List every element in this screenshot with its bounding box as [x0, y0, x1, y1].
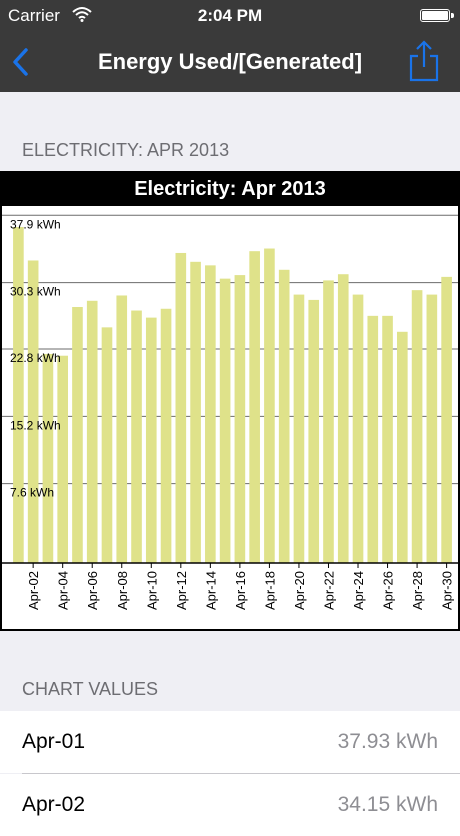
- x-tick-label: Apr-08: [115, 571, 130, 610]
- row-label: Apr-02: [22, 793, 86, 816]
- bar-apr-22: [323, 280, 334, 563]
- bar-apr-11: [160, 308, 172, 563]
- wifi-icon: [72, 6, 92, 26]
- bar-apr-18: [264, 248, 275, 563]
- bar-apr-04: [57, 355, 68, 563]
- x-tick-label: Apr-06: [85, 571, 100, 610]
- row-value: 37.93 kWh: [337, 730, 438, 753]
- share-button[interactable]: [406, 38, 442, 84]
- bar-apr-19: [278, 269, 290, 563]
- status-time: 2:04 PM: [197, 6, 263, 25]
- y-tick-label: 30.3 kWh: [10, 285, 61, 299]
- bar-apr-21: [308, 299, 320, 563]
- x-tick-label: Apr-14: [203, 571, 218, 610]
- share-icon: [409, 40, 439, 82]
- bar-apr-16: [234, 275, 246, 563]
- battery-icon: [420, 9, 454, 22]
- x-tick-label: Apr-18: [262, 571, 277, 610]
- status-bar: Carrier 2:04 PM: [0, 0, 460, 32]
- navigation-bar: Energy Used/[Generated]: [0, 32, 460, 92]
- x-tick-label: Apr-16: [233, 571, 248, 610]
- electricity-section-header: ELECTRICITY: APR 2013: [22, 140, 230, 160]
- carrier-label: Carrier: [8, 6, 60, 25]
- page-title: Energy Used/[Generated]: [97, 49, 363, 74]
- bar-apr-28: [411, 290, 423, 563]
- bar-apr-27: [397, 331, 408, 563]
- x-tick-label: Apr-22: [321, 571, 336, 610]
- y-tick-label: 37.9 kWh: [10, 217, 61, 231]
- bar-apr-25: [367, 315, 379, 563]
- bar-apr-10: [145, 317, 157, 563]
- y-tick-label: 22.8 kWh: [10, 351, 61, 365]
- x-tick-label: Apr-24: [351, 571, 366, 610]
- y-tick-label: 7.6 kWh: [10, 486, 54, 500]
- bar-apr-06: [86, 300, 98, 563]
- bar-apr-14: [205, 265, 216, 563]
- chevron-left-icon: [13, 48, 28, 76]
- back-button[interactable]: [6, 40, 46, 84]
- bar-apr-09: [131, 310, 142, 563]
- bar-apr-07: [101, 327, 113, 563]
- bar-apr-20: [293, 294, 305, 563]
- bar-apr-30: [441, 276, 452, 563]
- y-tick-label: 15.2 kWh: [10, 418, 61, 432]
- row-label: Apr-01: [22, 730, 86, 753]
- bar-apr-17: [249, 251, 260, 563]
- x-tick-label: Apr-28: [410, 571, 425, 610]
- bar-apr-23: [337, 274, 349, 563]
- bar-apr-29: [426, 294, 438, 563]
- bar-apr-02: [27, 260, 39, 563]
- bar-apr-03: [42, 353, 54, 563]
- bar-chart: 37.9 kWh 30.3 kWh 22.8 kWh 15.2 kWh 7.6 kWh A…: [2, 214, 458, 610]
- chart-title: Electricity: Apr 2013: [2, 173, 458, 206]
- bar-apr-08: [116, 295, 128, 563]
- row-divider: [22, 773, 460, 774]
- x-tick-label: Apr-02: [26, 571, 41, 610]
- x-tick-label: Apr-04: [56, 571, 71, 610]
- bar-apr-12: [175, 252, 187, 563]
- row-value: 34.15 kWh: [337, 793, 438, 816]
- x-tick-label: Apr-10: [144, 571, 159, 610]
- bar-apr-13: [190, 261, 201, 563]
- bar-apr-01: [13, 227, 24, 563]
- list-item[interactable]: Apr-02 34.15 kWh: [0, 774, 460, 836]
- bar-apr-15: [219, 278, 231, 563]
- bar-apr-26: [382, 315, 393, 563]
- electricity-chart: Electricity: Apr 2013 37.9 kWh 30.3 kWh 22…: [0, 171, 460, 631]
- x-tick-label: Apr-26: [381, 571, 396, 610]
- bar-apr-05: [72, 306, 83, 563]
- chart-values-section-header: CHART VALUES: [22, 679, 159, 699]
- x-tick-label: Apr-30: [440, 571, 455, 610]
- x-tick-label: Apr-12: [174, 571, 189, 610]
- list-item[interactable]: Apr-01 37.93 kWh: [0, 711, 460, 773]
- x-tick-label: Apr-20: [292, 571, 307, 610]
- bar-apr-24: [352, 294, 364, 563]
